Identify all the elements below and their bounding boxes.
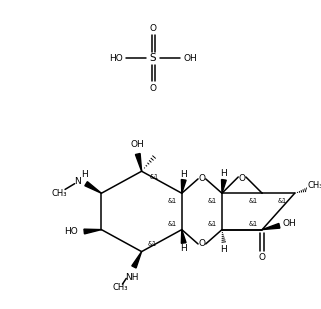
Text: H: H [81, 170, 88, 179]
Text: CH₃: CH₃ [113, 282, 128, 291]
Text: H: H [221, 245, 227, 254]
Polygon shape [181, 180, 186, 193]
Text: H: H [221, 169, 227, 178]
Polygon shape [132, 252, 142, 268]
Polygon shape [262, 223, 280, 230]
Text: O: O [239, 174, 246, 184]
Text: NH: NH [125, 273, 139, 282]
Text: &1: &1 [248, 221, 257, 227]
Text: &1: &1 [208, 198, 217, 204]
Text: O: O [150, 24, 157, 33]
Text: O: O [259, 253, 266, 262]
Text: HO: HO [64, 227, 78, 236]
Polygon shape [85, 182, 101, 193]
Text: HO: HO [109, 54, 123, 63]
Text: &1: &1 [208, 221, 217, 227]
Text: CH₃: CH₃ [52, 189, 67, 198]
Text: N: N [74, 177, 81, 186]
Text: &1: &1 [248, 198, 257, 204]
Text: &1: &1 [278, 198, 287, 204]
Text: O: O [198, 174, 205, 184]
Text: S: S [150, 53, 156, 63]
Polygon shape [135, 154, 142, 171]
Text: OH: OH [282, 219, 296, 228]
Text: &1: &1 [168, 221, 177, 227]
Polygon shape [181, 230, 186, 243]
Text: CH₃: CH₃ [308, 181, 321, 190]
Text: O: O [150, 83, 157, 92]
Text: &1: &1 [168, 198, 177, 204]
Text: H: H [180, 244, 187, 253]
Text: OH: OH [131, 140, 145, 149]
Text: H: H [180, 170, 187, 179]
Polygon shape [221, 180, 226, 193]
Text: &1: &1 [149, 174, 158, 180]
Text: O: O [198, 239, 205, 248]
Text: OH: OH [184, 54, 197, 63]
Polygon shape [84, 229, 101, 234]
Text: &1: &1 [147, 241, 156, 247]
